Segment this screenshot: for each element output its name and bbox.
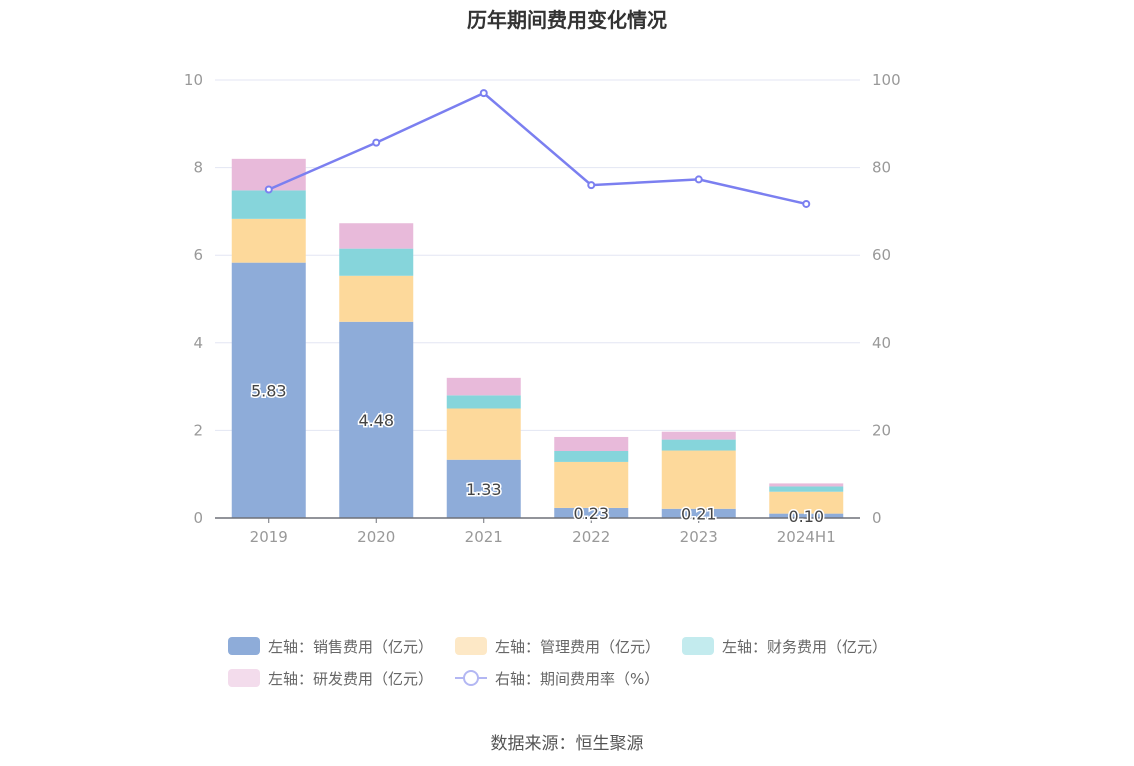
bar-segment (446, 377, 521, 396)
expense-ratio-point (372, 138, 381, 147)
bar-segment (554, 450, 629, 462)
x-axis-tick-label: 2020 (357, 528, 395, 546)
left-axis-tick-label: 10 (184, 71, 203, 89)
legend-label: 左轴：销售费用（亿元） (268, 637, 434, 656)
legend-swatch-rnd (228, 669, 260, 687)
bar-segment (554, 507, 629, 518)
right-axis-tick-label: 100 (872, 71, 901, 89)
expense-ratio-point (802, 199, 811, 208)
right-axis-tick-label: 40 (872, 334, 891, 352)
bar-segment (231, 262, 306, 518)
legend-item-finance[interactable]: 左轴：财务费用（亿元） (682, 636, 887, 657)
bar-segment (446, 459, 521, 518)
legend-item-rnd[interactable]: 左轴：研发费用（亿元） (228, 668, 433, 689)
bar-data-label: 0.21 (681, 504, 717, 523)
legend-item-admin[interactable]: 左轴：管理费用（亿元） (455, 636, 660, 657)
bar-segment (446, 395, 521, 409)
bar-segment (339, 275, 414, 322)
x-axis-tick-label: 2023 (680, 528, 718, 546)
bar-segment (231, 218, 306, 263)
bar-data-label: 1.33 (466, 480, 502, 499)
legend-line-marker-icon (455, 669, 488, 687)
legend-label: 左轴：管理费用（亿元） (495, 637, 661, 656)
bar-data-label: 4.48 (358, 411, 394, 430)
right-axis-tick-label: 60 (872, 246, 891, 264)
expense-ratio-line (268, 91, 807, 206)
expense-ratio-point (587, 181, 596, 190)
bar-segment (339, 248, 414, 276)
legend-swatch-admin (455, 637, 488, 655)
bar-segment (661, 431, 736, 440)
expense-ratio-point (479, 89, 488, 98)
bar-segment (446, 408, 521, 460)
left-axis-tick-label: 6 (193, 246, 203, 264)
x-axis-tick-label: 2019 (250, 528, 288, 546)
bar-segment (661, 450, 736, 509)
chart-title: 历年期间费用变化情况 (467, 8, 667, 32)
x-axis-tick-label: 2021 (465, 528, 503, 546)
legend-item-expense-ratio[interactable]: 右轴：期间费用率（%） (455, 668, 659, 689)
right-axis-tick-label: 0 (872, 509, 882, 527)
bar-segment (339, 223, 414, 249)
bar-segment (339, 321, 414, 518)
legend-label: 右轴：期间费用率（%） (495, 669, 660, 688)
bar-segment (554, 436, 629, 451)
bar-segment (769, 486, 844, 492)
legend-swatch-finance (682, 637, 715, 655)
legend-item-sales[interactable]: 左轴：销售费用（亿元） (228, 636, 433, 657)
legend-label: 左轴：财务费用（亿元） (722, 637, 888, 656)
bar-segment (231, 158, 306, 191)
right-axis-tick-label: 80 (872, 159, 891, 177)
expense-ratio-point (264, 185, 273, 194)
x-axis-tick-label: 2024H1 (777, 528, 836, 546)
bar-segment (661, 508, 736, 518)
left-axis-tick-label: 4 (193, 334, 203, 352)
bar-data-label: 0.10 (788, 507, 824, 526)
bar-data-label: 5.83 (251, 381, 287, 400)
bar-data-label: 0.23 (573, 504, 609, 523)
left-axis-tick-label: 0 (193, 509, 203, 527)
x-axis-tick-label: 2022 (572, 528, 610, 546)
data-source-note: 数据来源：恒生聚源 (490, 734, 644, 754)
left-axis-tick-label: 8 (193, 159, 203, 177)
legend-label: 左轴：研发费用（亿元） (268, 669, 434, 688)
bar-segment (661, 439, 736, 451)
bar-segment (554, 461, 629, 508)
bar-segment (769, 513, 844, 518)
chart-legend: 左轴：销售费用（亿元） 左轴：管理费用（亿元） 左轴：财务费用（亿元） 左轴：研… (228, 630, 928, 694)
left-axis-tick-label: 2 (193, 421, 203, 439)
bar-segment (231, 190, 306, 219)
right-axis-tick-label: 20 (872, 421, 891, 439)
legend-swatch-sales (228, 637, 260, 655)
bar-segment (769, 483, 844, 487)
bar-segment (769, 491, 844, 514)
expense-ratio-point (694, 175, 703, 184)
